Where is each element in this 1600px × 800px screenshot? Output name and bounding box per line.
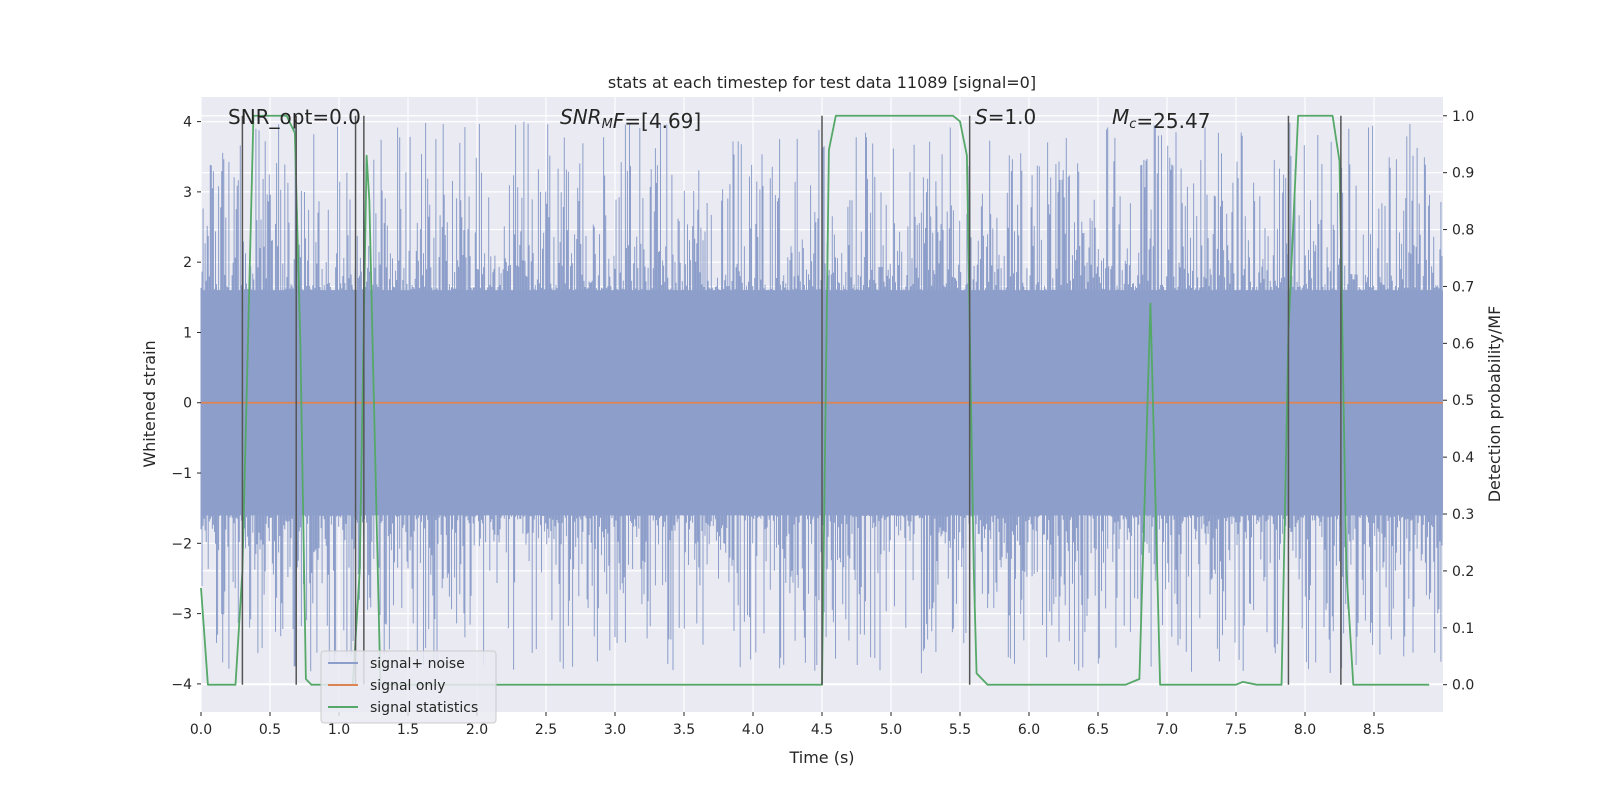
y-tick-label: −3 xyxy=(171,607,192,623)
x-tick-label: 8.0 xyxy=(1294,722,1316,738)
y2-tick-label: 0.5 xyxy=(1452,393,1474,409)
x-tick-label: 0.5 xyxy=(259,722,281,738)
y-tick-label: 4 xyxy=(183,115,192,131)
annotation-segment: =[4.69] xyxy=(624,109,701,133)
y2-tick-label: 0.3 xyxy=(1452,507,1474,523)
y-tick-label: 0 xyxy=(183,396,192,412)
x-tick-label: 5.0 xyxy=(880,722,902,738)
x-tick-label: 6.5 xyxy=(1087,722,1109,738)
annotation-1: SNRMF=[4.69] xyxy=(560,105,701,133)
y2-tick-label: 0.4 xyxy=(1452,450,1474,466)
legend-label-noise: signal+ noise xyxy=(370,656,465,672)
annotation-segment: =1.0 xyxy=(988,105,1037,129)
x-tick-label: 7.0 xyxy=(1156,722,1178,738)
chart-title: stats at each timestep for test data 110… xyxy=(608,73,1036,92)
annotation-segment: M xyxy=(1112,105,1129,129)
y-tick-label: 3 xyxy=(183,185,192,201)
legend-label-statistics: signal statistics xyxy=(370,700,478,716)
legend-box xyxy=(320,650,497,724)
y2-tick-label: 0.0 xyxy=(1452,678,1474,694)
y-tick-label: 2 xyxy=(183,255,192,271)
x-tick-label: 3.5 xyxy=(673,722,695,738)
x-tick-label: 6.0 xyxy=(1018,722,1040,738)
legend-label-signal: signal only xyxy=(370,678,445,694)
x-tick-label: 3.0 xyxy=(604,722,626,738)
x-tick-label: 4.0 xyxy=(742,722,764,738)
annotation-2: S=1.0 xyxy=(975,105,1036,129)
y2-tick-label: 0.9 xyxy=(1452,166,1474,182)
annotation-segment: c xyxy=(1129,117,1136,132)
y2-axis-label: Detection probability/MF xyxy=(1485,306,1504,503)
marker-layer xyxy=(241,115,1342,685)
annotation-3: Mc=25.47 xyxy=(1112,105,1210,133)
x-tick-label: 5.5 xyxy=(949,722,971,738)
y-tick-label: −2 xyxy=(171,536,192,552)
y2-tick-label: 1.0 xyxy=(1452,109,1474,125)
y-tick-label: −4 xyxy=(171,677,192,693)
y-tick-label: 1 xyxy=(183,325,192,341)
y2-tick-label: 0.1 xyxy=(1452,621,1474,637)
y-tick-label: −1 xyxy=(171,466,192,482)
annotation-segment: SNR xyxy=(560,105,602,129)
y2-tick-label: 0.7 xyxy=(1452,279,1474,295)
x-tick-label: 1.5 xyxy=(397,722,419,738)
x-tick-label: 1.0 xyxy=(328,722,350,738)
annotation-layer: SNR_opt=0.0 SNRMF=[4.69] S=1.0 Mc=25.47 xyxy=(228,105,1210,133)
x-tick-label: 7.5 xyxy=(1225,722,1247,738)
annotation-segment: F xyxy=(613,109,625,133)
x-tick-label: 4.5 xyxy=(811,722,833,738)
x-tick-label: 2.0 xyxy=(466,722,488,738)
x-tick-label: 8.5 xyxy=(1363,722,1385,738)
y2-tick-label: 0.2 xyxy=(1452,564,1474,580)
annotation-0: SNR_opt=0.0 xyxy=(228,105,361,129)
annotation-segment: M xyxy=(602,117,613,132)
x-tick-label: 2.5 xyxy=(535,722,557,738)
y-axis-label: Whitened strain xyxy=(140,340,159,467)
annotation-segment: S xyxy=(975,105,988,129)
y2-tick-label: 0.6 xyxy=(1452,336,1474,352)
x-tick-label: 0.0 xyxy=(190,722,212,738)
legend: signal+ noise signal only signal statist… xyxy=(320,650,497,724)
x-axis-label: Time (s) xyxy=(788,748,854,767)
annotation-segment: =25.47 xyxy=(1136,109,1210,133)
y2-tick-label: 0.8 xyxy=(1452,223,1474,239)
